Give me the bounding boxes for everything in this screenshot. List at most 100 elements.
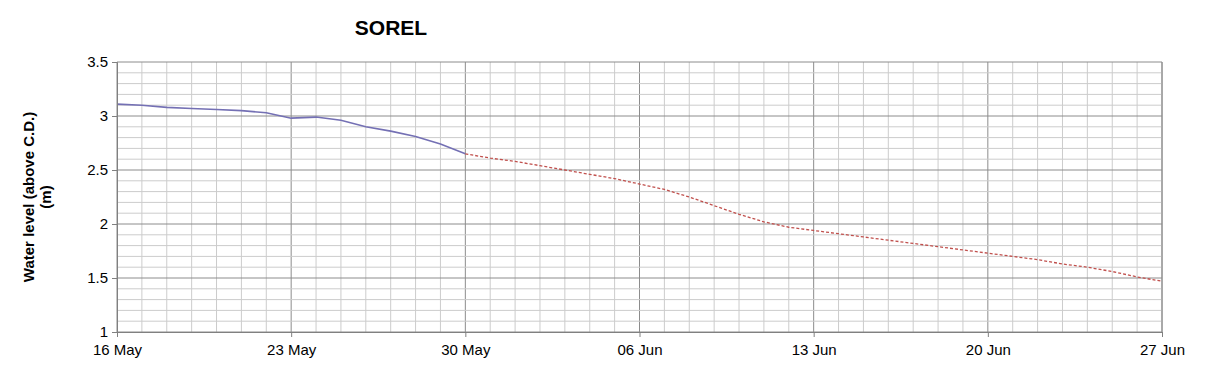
grid-line-minor <box>714 62 715 332</box>
grid-line-minor <box>141 62 142 332</box>
grid-line-minor <box>266 62 267 332</box>
y-axis: 1 1.5 2 2.5 3 3.5 <box>87 53 117 340</box>
grid-line-minor <box>589 62 590 332</box>
grid-line-major <box>813 62 814 332</box>
y-tick-mark <box>112 116 117 117</box>
x-tick-mark <box>988 332 989 337</box>
x-tick-mark <box>1162 332 1163 337</box>
grid-line-minor <box>664 62 665 332</box>
grid-line-minor <box>1037 62 1038 332</box>
x-tick-label: 27 Jun <box>1140 341 1185 358</box>
grid-line-minor <box>166 62 167 332</box>
grid-line-minor <box>1112 62 1113 332</box>
y-tick-label: 2.5 <box>87 161 108 178</box>
y-tick-mark <box>112 62 117 63</box>
y-tick-label: 3 <box>100 107 108 124</box>
grid-line-major <box>639 62 640 332</box>
grid-line-minor <box>390 62 391 332</box>
x-tick: 27 Jun <box>1140 332 1185 358</box>
grid-line-minor <box>117 288 1162 289</box>
y-tick: 2 <box>100 215 117 232</box>
y-axis-title-line: Water level (above C.D.) <box>20 112 37 282</box>
grid-line-minor <box>490 62 491 332</box>
y-tick-label: 3.5 <box>87 53 108 70</box>
grid-line-minor <box>763 62 764 332</box>
x-tick-label: 16 May <box>93 341 143 358</box>
grid-line-minor <box>1062 62 1063 332</box>
grid-line-minor <box>365 62 366 332</box>
grid-line-minor <box>117 299 1162 300</box>
grid-line-major <box>117 278 1162 279</box>
series-group <box>117 104 1162 281</box>
x-tick: 06 Jun <box>617 332 662 358</box>
grid-line-minor <box>1012 62 1013 332</box>
y-tick: 3.5 <box>87 53 117 70</box>
x-tick: 23 May <box>267 332 317 358</box>
grid-line-minor <box>564 62 565 332</box>
grid-line-minor <box>1137 62 1138 332</box>
x-tick-label: 13 Jun <box>792 341 837 358</box>
grid-line-major <box>1162 62 1163 332</box>
grid-line-minor <box>117 148 1162 149</box>
x-tick: 30 May <box>441 332 491 358</box>
grid-line-minor <box>117 180 1162 181</box>
grid-line-minor <box>913 62 914 332</box>
y-axis-title-line: (m) <box>37 185 54 208</box>
grid-line-minor <box>241 62 242 332</box>
x-tick-label: 30 May <box>441 341 491 358</box>
grid-line-minor <box>117 234 1162 235</box>
grid-line-minor <box>440 62 441 332</box>
chart: 16 May 23 May 30 May 06 Jun 13 Jun 20 Jun 27 J… <box>0 0 1209 378</box>
x-axis: 16 May 23 May 30 May 06 Jun 13 Jun 20 Jun 27 J… <box>93 332 1185 358</box>
grid-line-minor <box>962 62 963 332</box>
x-tick-label: 06 Jun <box>617 341 662 358</box>
grid-line-minor <box>316 62 317 332</box>
grid-line-minor <box>788 62 789 332</box>
x-tick-label: 20 Jun <box>966 341 1011 358</box>
grid-line-minor <box>117 245 1162 246</box>
y-tick-label: 1 <box>100 323 108 340</box>
grid-line-minor <box>863 62 864 332</box>
grid-line-minor <box>117 83 1162 84</box>
title: SOREL <box>355 16 428 39</box>
grid-line-major <box>117 116 1162 117</box>
x-tick-mark <box>291 332 292 337</box>
grid-line-minor <box>117 191 1162 192</box>
grid-line-major <box>291 62 292 332</box>
grid-line-minor <box>117 159 1162 160</box>
y-tick-mark <box>112 278 117 279</box>
series-line <box>465 154 1162 281</box>
y-tick: 3 <box>100 107 117 124</box>
grid-line-minor <box>216 62 217 332</box>
x-tick-mark <box>465 332 466 337</box>
y-axis-title: Water level (above C.D.)(m) <box>20 112 54 282</box>
grid-line-minor <box>539 62 540 332</box>
grid-line-major <box>117 224 1162 225</box>
grid-line-minor <box>117 105 1162 106</box>
x-tick: 20 Jun <box>966 332 1011 358</box>
grid-line-minor <box>938 62 939 332</box>
y-tick-mark <box>112 224 117 225</box>
grid-line-minor <box>117 267 1162 268</box>
grid-line-minor <box>614 62 615 332</box>
grid-line-major <box>117 170 1162 171</box>
plot-frame <box>1162 62 1163 332</box>
grid-line-minor <box>191 62 192 332</box>
grid-line-major <box>987 62 988 332</box>
x-axis-line <box>118 333 1163 338</box>
x-tick: 13 Jun <box>792 332 837 358</box>
x-tick-mark <box>640 332 641 337</box>
grid-line-minor <box>117 202 1162 203</box>
grid-line-minor <box>515 62 516 332</box>
y-tick: 1 <box>100 323 117 340</box>
y-tick: 2.5 <box>87 161 117 178</box>
grid-line-minor <box>415 62 416 332</box>
grid-line-minor <box>739 62 740 332</box>
grid-line-minor <box>117 126 1162 127</box>
y-tick-label: 2 <box>100 215 108 232</box>
grid-line-minor <box>117 310 1162 311</box>
grid-line-minor <box>838 62 839 332</box>
y-tick-label: 1.5 <box>87 269 108 286</box>
grid-line-major <box>117 62 1162 63</box>
series-line <box>117 104 465 154</box>
